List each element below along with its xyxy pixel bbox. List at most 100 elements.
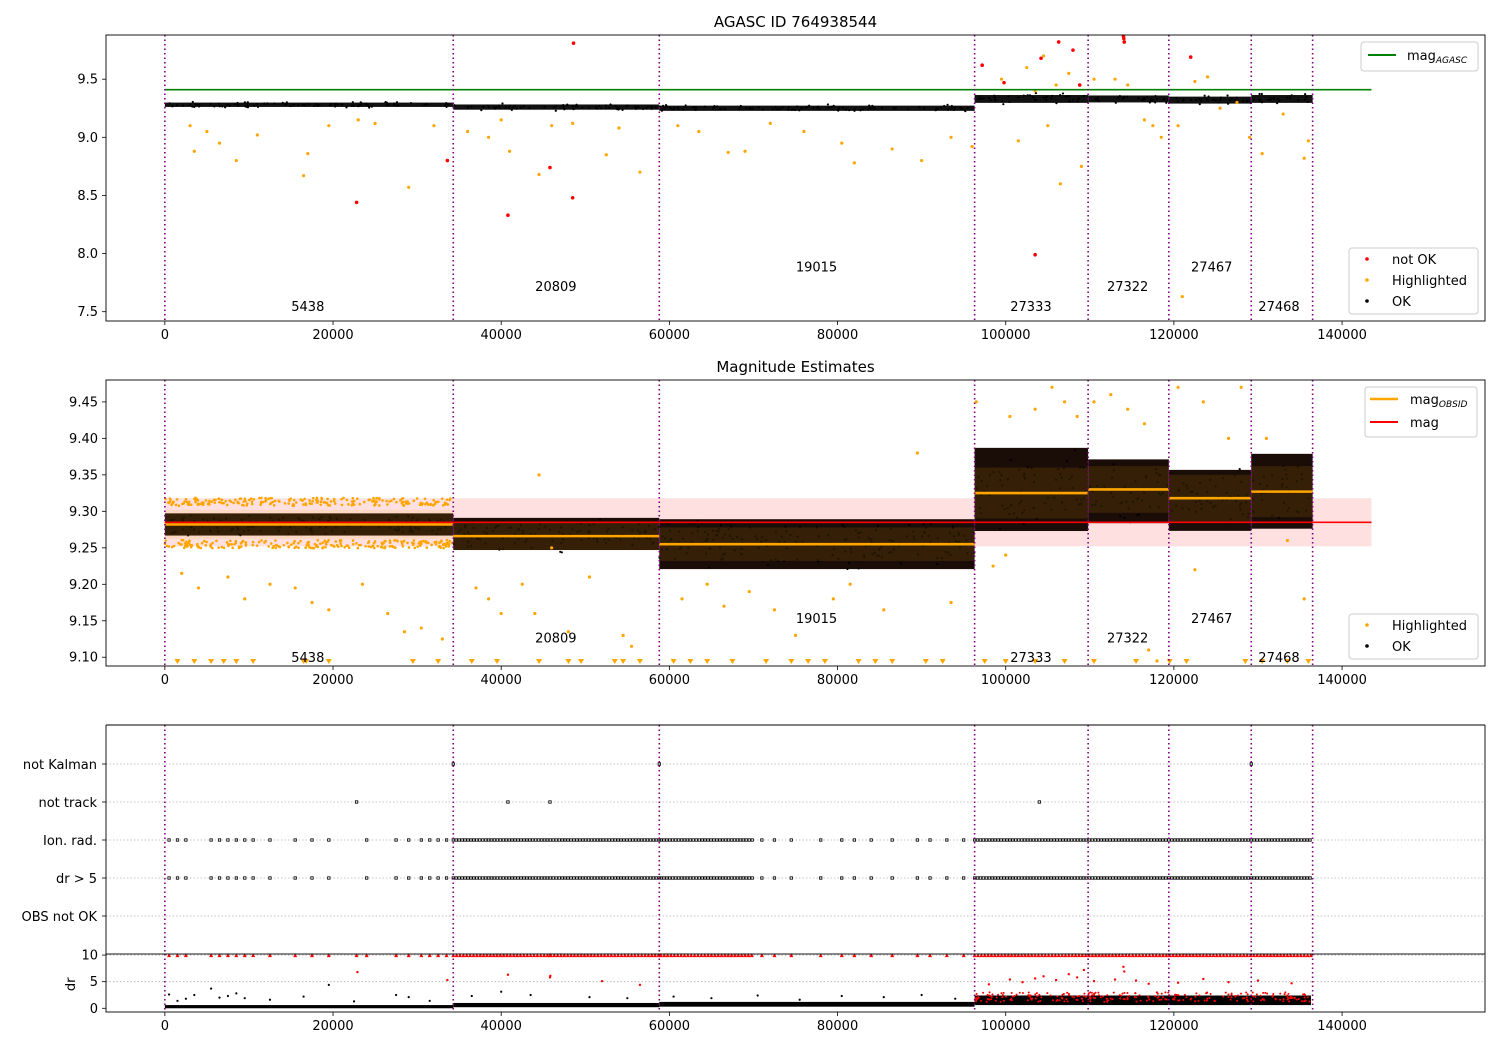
highlighted-point [401,503,405,507]
ok-point [796,558,799,561]
highlighted-point [440,497,444,500]
y-tick-label: 8.5 [77,189,98,204]
ok-point [1094,503,1097,506]
flag-dr5-point [890,876,894,880]
ok-point [1301,478,1304,481]
ok-point [817,105,820,108]
ok-point [309,527,312,530]
flag-dr5-point [732,876,737,880]
dr-capped-marker [1070,953,1075,958]
highlighted-point [287,545,291,549]
flag-ion-rad-point [1164,838,1168,842]
dr-capped-marker [653,953,658,958]
plot-frame [105,953,1486,1013]
ok-point [1123,485,1126,488]
highlighted-point [278,545,282,549]
ok-point [1096,96,1099,99]
ok-point [263,102,266,105]
ok-point [748,526,752,529]
ok-point [1001,100,1004,103]
flag-dr5-point [697,876,701,880]
ok-point [670,538,673,541]
ok-point [247,529,250,532]
highlighted-point [220,501,224,505]
flag-dr5-point [1205,876,1209,880]
ok-point [846,567,849,571]
highlighted-point [1176,385,1180,389]
flag-ion-rad-point [1170,838,1174,842]
dr-flagged-point [1145,999,1148,1002]
ok-point [1145,474,1148,478]
ok-point [253,104,256,107]
dr-capped-marker [572,953,577,958]
dr-flagged-point [1152,1000,1155,1003]
dr-flagged-point [1035,992,1038,995]
ok-point [908,523,911,527]
flag-ion-rad-point [489,838,494,842]
dr-flagged-point [1058,999,1061,1002]
obsid-label: 27467 [1191,260,1232,275]
ok-point [1282,501,1285,504]
flag-ion-rad-point [915,838,920,842]
flag-dr5-point [718,876,722,880]
dr-flagged-point [988,994,991,997]
ok-point [1110,491,1113,495]
flag-dr5-point [1305,876,1309,880]
ok-point [1155,97,1159,100]
highlighted-point [177,504,181,508]
flag-ion-rad-point [685,838,690,842]
flag-ion-rad-point [1149,838,1153,842]
flag-ion-rad-point [484,838,488,842]
ok-point [965,539,968,542]
highlighted-point [345,498,349,502]
dr-capped-marker [692,953,697,958]
flag-dr5-point [1058,876,1062,880]
flag-dr5-point [869,876,873,880]
dr-flagged-point [1134,992,1137,995]
dr-flagged-point [1293,997,1296,1000]
dr-flagged-point [1112,991,1115,994]
dr-capped-marker [1234,953,1239,958]
dr-flagged-point [1089,996,1092,999]
flag-ion-rad-point [1102,838,1106,842]
dr-flagged-point [997,993,1000,996]
flag-dr5-point [1261,876,1265,880]
flag-dr5-point [1255,876,1259,880]
dr-capped-marker [1049,953,1054,958]
ok-point [457,530,460,533]
ok-point [615,105,618,108]
highlighted-point [342,496,345,500]
dr-flagged-point [982,991,985,994]
ok-point [256,105,260,108]
flag-ion-rad-point [1017,838,1021,842]
dr-capped-marker [1171,953,1176,958]
ok-points [1094,94,1169,104]
ok-point [790,108,794,111]
ok-point [1016,516,1019,519]
highlighted-point [250,502,254,506]
flag-ion-rad-point [1137,838,1142,842]
ok-point [766,563,769,567]
ok-point [1146,95,1149,98]
ok-point [994,99,997,102]
flag-ion-rad-point [209,838,213,842]
dr-ok-point [470,994,473,998]
dr-capped-marker [1144,953,1149,958]
ok-point [443,104,447,107]
ok-point [678,547,681,550]
dr-flagged-point [1173,996,1176,999]
highlighted-below-range-marker [687,659,694,664]
ok-point [812,106,815,110]
ok-point [692,106,695,109]
highlighted-point [212,498,216,502]
highlighted-point [244,544,248,547]
dr-capped-marker [1308,953,1313,958]
x-tick-label: 60000 [649,673,690,688]
ok-point [998,470,1001,474]
flag-dr5-point [1252,876,1256,880]
highlighted-point [211,546,214,550]
dr-flagged-point [1078,995,1081,998]
dr-capped-marker [639,953,644,958]
ok-point [1300,473,1303,476]
dr-capped-marker [464,953,469,958]
